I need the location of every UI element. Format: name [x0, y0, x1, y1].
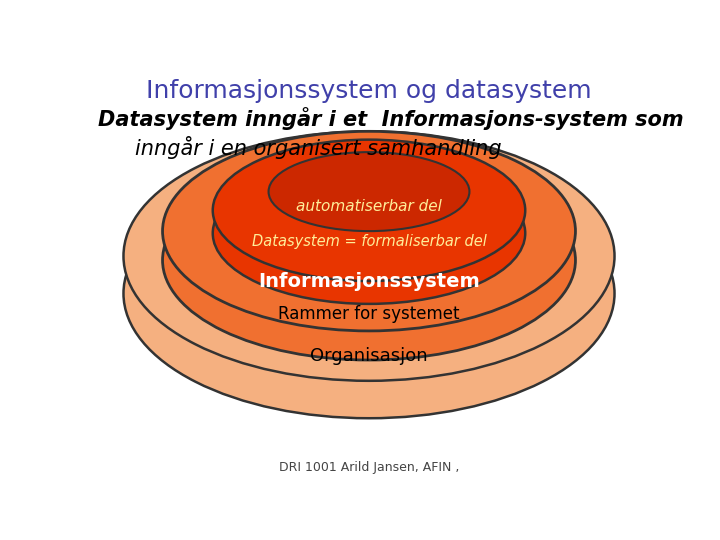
Text: Informasjonssystem og datasystem: Informasjonssystem og datasystem: [146, 79, 592, 103]
Ellipse shape: [124, 168, 615, 418]
Text: Rammer for systemet: Rammer for systemet: [278, 305, 460, 323]
Ellipse shape: [163, 131, 575, 331]
Text: Organisasjon: Organisasjon: [310, 347, 428, 365]
Text: automatiserbar del: automatiserbar del: [296, 199, 442, 214]
Text: inngår i en organisert samhandling: inngår i en organisert samhandling: [135, 137, 501, 159]
Ellipse shape: [213, 140, 526, 281]
Ellipse shape: [124, 131, 615, 381]
Text: Datasystem = formaliserbar del: Datasystem = formaliserbar del: [251, 234, 487, 249]
Ellipse shape: [269, 152, 469, 231]
Ellipse shape: [213, 163, 526, 304]
Ellipse shape: [163, 160, 575, 360]
Text: Datasystem inngår i et  Informasjons-system som: Datasystem inngår i et Informasjons-syst…: [99, 107, 684, 130]
Text: Informasjonssystem: Informasjonssystem: [258, 272, 480, 291]
Text: DRI 1001 Arild Jansen, AFIN ,: DRI 1001 Arild Jansen, AFIN ,: [279, 461, 459, 474]
Polygon shape: [569, 206, 575, 285]
